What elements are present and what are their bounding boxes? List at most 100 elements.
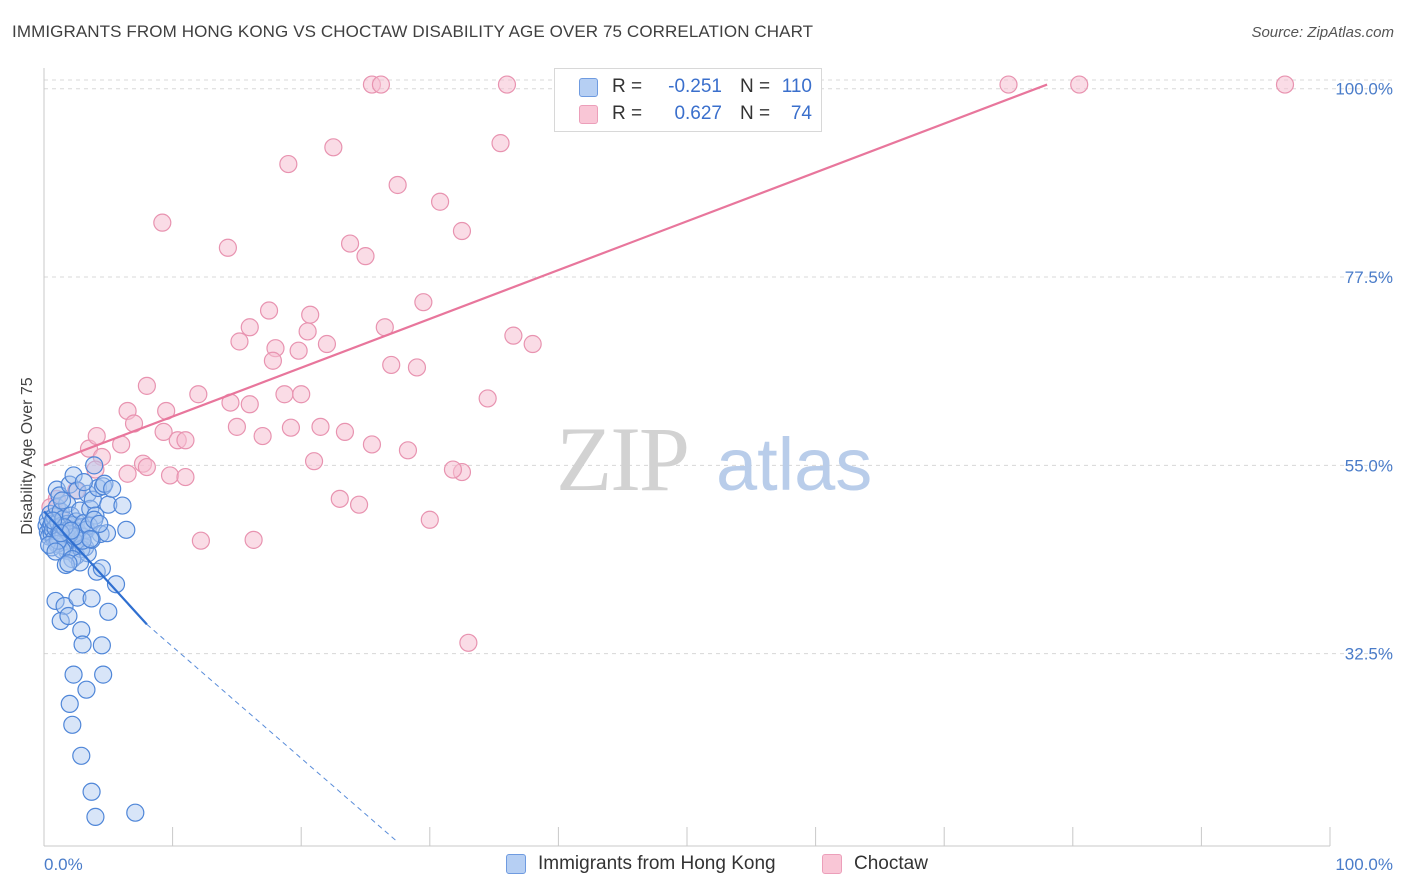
choctaw-point xyxy=(176,467,195,487)
choctaw-point xyxy=(230,332,249,351)
trend-lines xyxy=(43,83,1048,843)
hong-kong-point xyxy=(99,602,118,621)
correlation-legend: R = -0.251 N = 110 R = 0.627 N = 74 xyxy=(554,68,822,132)
choctaw-point xyxy=(452,221,472,241)
bottom-legend-label: Immigrants from Hong Kong xyxy=(538,853,776,874)
hong-kong-point xyxy=(81,529,100,549)
choctaw-trend-line xyxy=(43,83,1048,467)
hong-kong-point xyxy=(77,680,96,699)
choctaw-point xyxy=(244,530,263,549)
hong-kong-point xyxy=(64,665,83,684)
hong-kong-point xyxy=(94,665,113,684)
choctaw-point xyxy=(398,441,418,460)
chart-title: IMMIGRANTS FROM HONG KONG VS CHOCTAW DIS… xyxy=(12,22,814,41)
choctaw-point xyxy=(382,355,401,375)
legend-r-label: R = xyxy=(612,76,643,97)
choctaw-point xyxy=(154,422,173,441)
legend-n-label: N = xyxy=(740,103,771,124)
choctaw-point xyxy=(137,376,156,395)
choctaw-point xyxy=(356,247,375,266)
hong-kong-point xyxy=(90,514,109,534)
choctaw-point xyxy=(263,351,283,370)
choctaw-point xyxy=(259,301,279,320)
choctaw-points xyxy=(41,75,1295,652)
choctaw-point xyxy=(298,322,317,341)
choctaw-point xyxy=(137,457,156,477)
watermark-atlas: atlas xyxy=(716,423,872,506)
choctaw-point xyxy=(478,389,497,408)
choctaw-point xyxy=(304,452,324,471)
axis-labels: 32.5% 55.0% 77.5% 100.0% 0.0% 100.0% Disabilit… xyxy=(19,80,1393,874)
choctaw-point xyxy=(459,633,478,652)
choctaw-point xyxy=(240,318,259,337)
choctaw-point xyxy=(292,385,311,404)
y-axis-label: Disability Age Over 75 xyxy=(19,377,36,535)
choctaw-point xyxy=(371,75,391,94)
source-label: Source: ZipAtlas.com xyxy=(1251,24,1394,41)
hong-kong-point xyxy=(82,589,101,608)
choctaw-point xyxy=(311,417,330,436)
bottom-legend-choctaw: Choctaw xyxy=(822,852,928,876)
hong-kong-trend-extension xyxy=(146,624,398,843)
hong-kong-point xyxy=(92,559,111,578)
watermark-zip: ZIP xyxy=(556,408,688,510)
hong-kong-point xyxy=(64,466,83,485)
y-tick-label: 77.5% xyxy=(1345,268,1393,287)
hong-kong-points xyxy=(37,456,145,826)
legend-row-choctaw: R = 0.627 N = 74 xyxy=(579,102,812,126)
choctaw-point xyxy=(281,418,301,437)
bottom-legend-swatch-pink xyxy=(822,854,842,874)
legend-r-value: -0.251 xyxy=(668,76,722,97)
legend-n-value: 110 xyxy=(781,76,812,97)
choctaw-point xyxy=(176,431,195,450)
hong-kong-point xyxy=(126,803,145,822)
hong-kong-trend-line xyxy=(43,510,148,626)
hong-kong-point xyxy=(72,746,91,765)
legend-swatch-pink xyxy=(579,104,598,124)
bottom-legend-label: Choctaw xyxy=(854,853,928,874)
grid-layer xyxy=(44,79,1392,655)
choctaw-point xyxy=(443,460,463,479)
hong-kong-point xyxy=(85,456,104,475)
choctaw-point xyxy=(414,293,433,312)
legend-row-hong-kong: R = -0.251 N = 110 xyxy=(579,75,812,99)
hong-kong-point xyxy=(97,524,117,543)
hong-kong-point xyxy=(103,479,122,498)
hong-kong-point xyxy=(60,694,79,714)
hong-kong-point xyxy=(59,554,78,573)
choctaw-point xyxy=(153,213,172,232)
hong-kong-point xyxy=(52,491,72,510)
hong-kong-point xyxy=(46,542,65,561)
hong-kong-point xyxy=(82,782,101,801)
hong-kong-point xyxy=(86,807,105,826)
hong-kong-point xyxy=(46,591,65,611)
hong-kong-point xyxy=(72,621,91,640)
choctaw-point xyxy=(349,495,369,514)
choctaw-point xyxy=(407,358,427,377)
choctaw-point xyxy=(523,334,542,354)
hong-kong-point xyxy=(68,588,87,607)
choctaw-point xyxy=(317,334,337,354)
choctaw-point xyxy=(160,466,180,485)
choctaw-point xyxy=(253,426,272,446)
choctaw-point xyxy=(227,417,246,436)
legend-n-value: 74 xyxy=(790,103,812,124)
hong-kong-point xyxy=(61,521,81,540)
hong-kong-point xyxy=(59,606,78,626)
choctaw-point xyxy=(340,234,360,253)
hong-kong-point xyxy=(73,635,92,654)
choctaw-point xyxy=(999,75,1018,94)
choctaw-point xyxy=(335,422,355,441)
hong-kong-point xyxy=(113,496,132,515)
choctaw-point xyxy=(191,531,210,550)
choctaw-point xyxy=(301,305,320,324)
hong-kong-point xyxy=(63,715,82,734)
choctaw-point xyxy=(504,326,523,345)
legend-swatch-blue xyxy=(579,77,598,97)
choctaw-point xyxy=(362,435,382,454)
legend-r-label: R = xyxy=(612,103,643,124)
hong-kong-point xyxy=(55,596,74,616)
x-tick-label: 100.0% xyxy=(1335,855,1393,874)
watermark: ZIP atlas xyxy=(556,408,872,510)
